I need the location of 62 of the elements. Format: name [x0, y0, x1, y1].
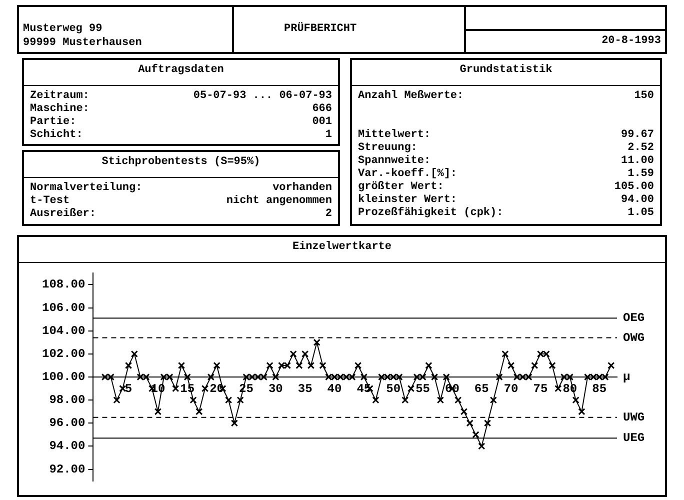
text: 05-07-93 ... 06-07-93 — [193, 90, 332, 103]
text: 666 — [312, 103, 332, 116]
y-tick-label: 108.00 — [42, 278, 86, 292]
x-tick-label: 65 — [474, 382, 489, 396]
chart-title: Einzelwertkarte — [19, 237, 665, 263]
y-tick-label: 106.00 — [42, 300, 86, 315]
x-tick-label: 40 — [327, 382, 342, 396]
text: größter Wert: — [358, 181, 444, 194]
text: Grundstatistik — [352, 60, 660, 86]
text: nicht angenommen — [226, 195, 332, 208]
x-tick-label: 50 — [386, 382, 401, 396]
y-tick-label: 102.00 — [42, 346, 86, 361]
text: 1.05 — [628, 207, 654, 220]
text: Maschine: — [30, 103, 90, 116]
text: Stichprobentests (S=95%) — [24, 152, 338, 178]
text: Auftragsdaten — [24, 60, 338, 86]
text: 1.59 — [628, 168, 654, 181]
text: vorhanden — [272, 182, 332, 195]
text: Zeitraum: — [30, 90, 90, 103]
text: Spannweite: — [358, 155, 431, 168]
text: 99999 Musterhausen — [23, 37, 142, 49]
text: Schicht: — [30, 129, 83, 142]
x-tick-label: 75 — [533, 382, 548, 396]
text: 20-8-1993 — [602, 35, 661, 47]
text: Partie: — [30, 116, 76, 129]
text: 2 — [325, 208, 332, 221]
ref-line-label: OEG — [623, 311, 645, 326]
text: 150 — [634, 90, 654, 103]
text: Streuung: — [358, 142, 418, 155]
text: 105.00 — [614, 181, 654, 194]
x-tick-label: 70 — [504, 382, 518, 396]
text: Var.-koeff.[%]: — [358, 168, 458, 181]
y-tick-label: 104.00 — [42, 324, 86, 338]
text: 99.67 — [620, 129, 654, 142]
text: Ausreißer: — [30, 208, 96, 221]
text: Normalverteilung: — [30, 182, 142, 195]
x-tick-label: 55 — [416, 382, 430, 396]
x-tick-label: 85 — [592, 382, 607, 396]
y-tick-label: 98.00 — [49, 393, 86, 408]
y-tick-label: 100.00 — [42, 370, 86, 384]
x-tick-label: 5 — [124, 382, 132, 396]
y-tick-label: 92.00 — [49, 462, 86, 476]
ref-line-label: OWG — [623, 330, 645, 345]
x-tick-label: 30 — [268, 382, 283, 396]
text: t-Test — [30, 195, 70, 208]
ref-line-label: μ — [623, 370, 630, 384]
text: 1 — [325, 129, 332, 142]
x-tick-label: 35 — [298, 382, 312, 396]
text: Mittelwert: — [358, 129, 431, 142]
text: 2.52 — [628, 142, 654, 155]
ref-line-label: UEG — [623, 431, 645, 446]
text: 94.00 — [620, 194, 654, 207]
text: 001 — [312, 116, 332, 129]
y-tick-label: 94.00 — [49, 439, 86, 454]
text: kleinster Wert: — [358, 194, 458, 206]
text: Anzahl Meßwerte: — [358, 90, 464, 103]
text: Musterweg 99 — [23, 23, 102, 35]
text: Prozeßfähigkeit (cpk): — [358, 207, 504, 220]
text: 11.00 — [620, 155, 654, 168]
text: PRÜFBERICHT — [284, 23, 357, 35]
ref-line-label: UWG — [623, 410, 645, 424]
y-tick-label: 96.00 — [49, 416, 86, 430]
